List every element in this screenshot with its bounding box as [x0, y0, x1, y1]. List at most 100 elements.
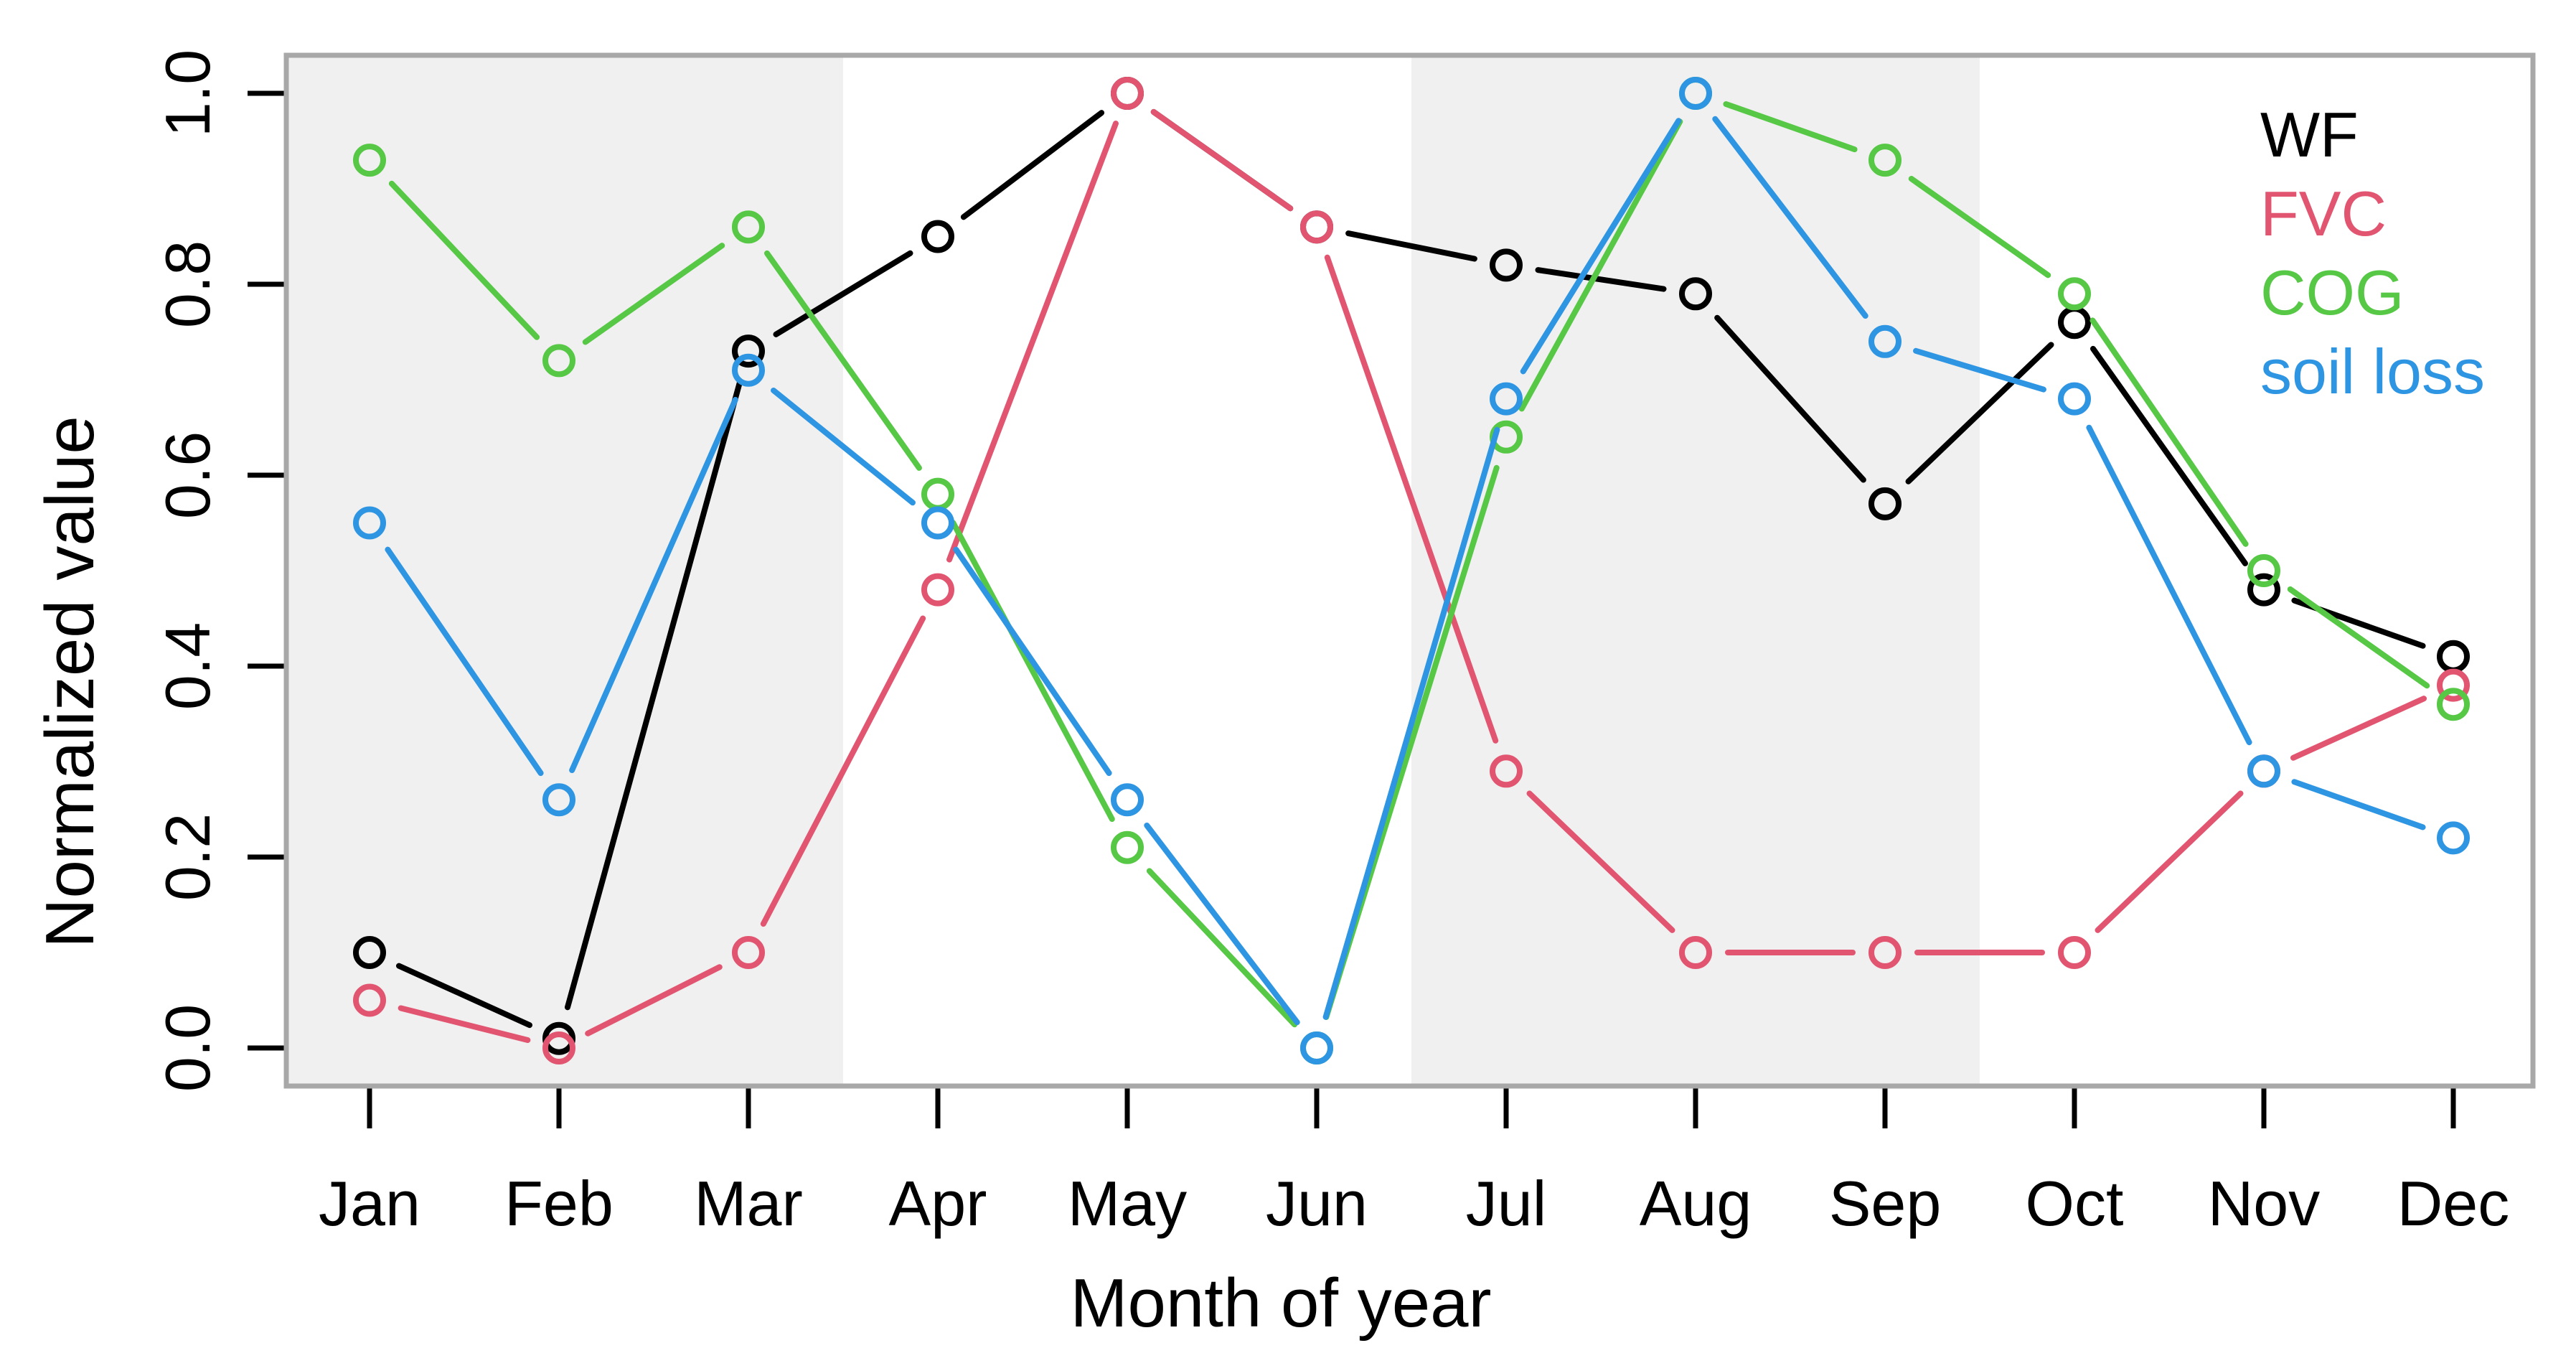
series-line-segment — [764, 250, 922, 471]
data-point-marker — [1490, 754, 1523, 788]
legend-item-soil-loss: soil loss — [2260, 336, 2485, 407]
series-line-segment — [2095, 790, 2244, 933]
data-point-marker — [1111, 830, 1144, 864]
x-tick-label: Dec — [2397, 1168, 2510, 1239]
series-line-segment — [1146, 868, 1298, 1028]
data-point-marker — [1111, 77, 1144, 110]
legend: WF FVC COG soil loss — [2260, 99, 2485, 407]
data-point-marker — [732, 936, 765, 969]
data-point-marker — [2437, 668, 2470, 702]
data-point-marker — [2058, 936, 2091, 969]
data-point-marker — [1490, 382, 1523, 416]
series-line-segment — [960, 110, 1105, 220]
y-tick-label: 0.2 — [152, 813, 223, 901]
legend-item-cog: COG — [2260, 257, 2404, 328]
series-line-segment — [1714, 314, 1866, 483]
data-point-marker — [1300, 210, 1333, 244]
legend-item-wf: WF — [2260, 99, 2359, 170]
series-line-segment — [1322, 426, 1500, 1020]
shaded-bands-layer — [286, 55, 1980, 1086]
data-point-marker — [1868, 144, 1902, 177]
data-point-marker — [732, 353, 765, 387]
series-line-segment — [1712, 116, 1868, 319]
data-point-marker — [1111, 783, 1144, 817]
plot-frame — [283, 52, 2536, 1089]
series-line-segment — [1518, 118, 1683, 412]
data-point-marker — [2247, 554, 2280, 587]
series-line-segment — [1526, 790, 1675, 933]
data-point-marker — [542, 344, 575, 378]
data-point-marker — [732, 210, 765, 244]
data-point-marker — [2437, 821, 2470, 855]
data-series-layer — [353, 77, 2470, 1064]
x-tick-label: Jan — [319, 1168, 420, 1239]
y-tick-label: 0.0 — [152, 1004, 223, 1092]
data-point-marker — [353, 144, 386, 177]
series-line-segment — [395, 963, 533, 1029]
data-point-marker — [542, 1031, 575, 1064]
data-point-marker — [2058, 306, 2091, 340]
series-line-segment — [1908, 176, 2051, 279]
series-line-segment — [582, 243, 725, 345]
series-line-segment — [2291, 779, 2426, 830]
data-point-marker — [2058, 277, 2091, 311]
data-point-marker — [1868, 936, 1902, 969]
data-point-marker — [921, 220, 954, 253]
data-point-marker — [542, 1021, 575, 1055]
x-tick-label: Oct — [2026, 1168, 2124, 1239]
data-point-marker — [542, 783, 575, 817]
series-line-segment — [771, 387, 916, 506]
series-line-segment — [1913, 347, 2046, 393]
series-line-segment — [569, 396, 738, 774]
x-tick-label: May — [1068, 1168, 1187, 1239]
data-point-marker — [2437, 640, 2470, 673]
x-tick-label: Feb — [504, 1168, 614, 1239]
series-line-segment — [773, 250, 913, 337]
x-tick-label: Apr — [889, 1168, 987, 1239]
data-point-marker — [1679, 936, 1712, 969]
data-point-marker — [1490, 248, 1523, 282]
y-tick-label: 0.8 — [152, 240, 223, 328]
series-line-segment — [2287, 586, 2430, 689]
x-tick-label: Nov — [2208, 1168, 2321, 1239]
series-fvc — [353, 77, 2470, 1064]
series-line-segment — [950, 520, 1115, 823]
data-point-marker — [921, 506, 954, 540]
x-tick-label: Jun — [1266, 1168, 1368, 1239]
data-point-marker — [2058, 382, 2091, 416]
series-line-segment — [1723, 100, 1858, 153]
x-tick-label: Jul — [1466, 1168, 1547, 1239]
data-point-marker — [732, 334, 765, 368]
series-line-segment — [388, 180, 540, 340]
series-line-segment — [1345, 230, 1477, 262]
legend-item-fvc: FVC — [2260, 178, 2387, 249]
series-line-segment — [1535, 267, 1667, 292]
data-point-marker — [921, 573, 954, 607]
series-line-segment — [953, 546, 1112, 777]
series-soil-loss — [353, 77, 2470, 1064]
data-point-marker — [1868, 324, 1902, 358]
series-line-segment — [564, 379, 743, 1011]
series-line-segment — [2090, 345, 2248, 566]
series-line-segment — [1150, 108, 1294, 212]
y-tick-label: 1.0 — [152, 50, 223, 137]
series-line-segment — [946, 121, 1119, 563]
data-point-marker — [2247, 573, 2280, 607]
x-tick-label: Aug — [1640, 1168, 1752, 1239]
axis-ticks-layer: 0.0 0.2 0.4 0.6 0.8 1.0 Jan Feb Mar Apr May Jun Jul A… — [152, 50, 2509, 1239]
series-line-segment — [2086, 424, 2252, 746]
series-line-segment — [1520, 118, 1682, 375]
series-line-segment — [1324, 254, 1499, 744]
data-point-marker — [1868, 487, 1902, 520]
data-point-marker — [353, 506, 386, 540]
series-line-segment — [385, 546, 544, 777]
data-point-marker — [1679, 277, 1712, 311]
data-point-marker — [353, 936, 386, 969]
series-line-segment — [1144, 822, 1300, 1026]
series-line-segment — [760, 615, 926, 927]
series-line-segment — [398, 1005, 531, 1044]
series-line-segment — [2090, 317, 2249, 547]
x-axis-title: Month of year — [1071, 1265, 1492, 1342]
